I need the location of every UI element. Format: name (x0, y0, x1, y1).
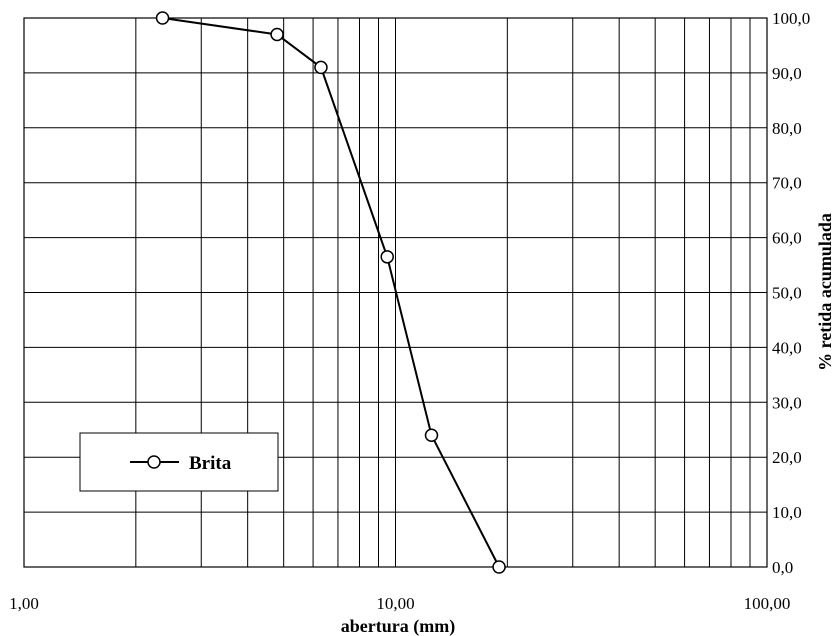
data-point-brita (492, 560, 506, 574)
y-tick-label: 30,0 (772, 393, 802, 412)
x-tick-labels: 1,00 10,00 100,00 (9, 594, 790, 613)
series-layer (155, 11, 506, 574)
y-tick-label: 70,0 (772, 174, 802, 193)
y-tick-label: 100,0 (772, 9, 810, 28)
y-tick-labels: 0,0 10,0 20,0 30,0 40,0 50,0 60,0 70,0 80,0 90,0 1… (772, 9, 810, 577)
y-tick-label: 80,0 (772, 119, 802, 138)
y-tick-label: 40,0 (772, 338, 802, 357)
plot-frame (23, 17, 768, 568)
x-tick-label: 10,00 (376, 594, 414, 613)
legend-marker-sample (147, 455, 161, 469)
data-point-brita (155, 11, 170, 25)
x-axis-title: abertura (mm) (341, 616, 455, 636)
y-tick-label: 0,0 (772, 558, 793, 577)
legend-label-brita: Brita (189, 453, 232, 474)
x-tick-label: 100,00 (744, 594, 791, 613)
y-tick-label: 20,0 (772, 448, 802, 467)
data-point-brita (424, 428, 439, 442)
y-tick-label: 10,0 (772, 503, 802, 522)
y-axis-title: % retida acumulada (815, 213, 835, 371)
data-point-brita (270, 27, 284, 42)
y-tick-label: 50,0 (772, 284, 802, 303)
y-tick-label: 90,0 (772, 64, 802, 83)
y-tick-label: 60,0 (772, 229, 802, 248)
series-line-brita (162, 17, 500, 568)
data-point-brita (314, 60, 328, 75)
legend: Brita (79, 432, 279, 492)
x-tick-label: 1,00 (9, 594, 39, 613)
data-point-brita (380, 250, 394, 264)
